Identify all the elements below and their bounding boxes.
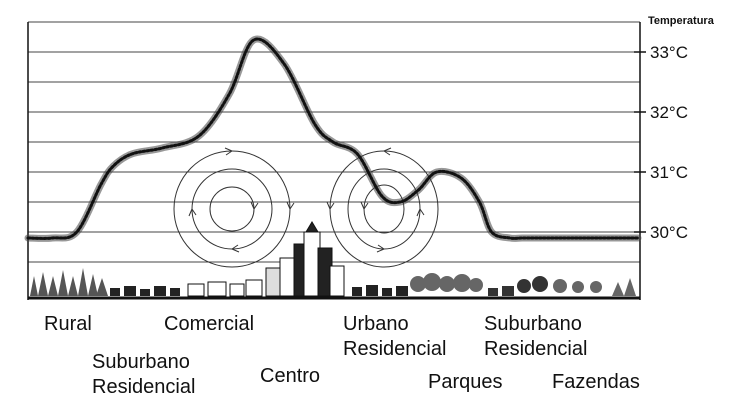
houses-suburb-left (110, 286, 180, 296)
downtown-buildings (265, 221, 345, 297)
trees-rural (30, 268, 108, 296)
trees-farms (553, 278, 636, 296)
zone-label-urbano: Urbano (343, 313, 409, 335)
zone-label-urbano-residencial: Urbano Residencial (343, 313, 446, 360)
temperature-curve-shadow (24, 35, 642, 242)
zone-label-centro: Centro (260, 365, 320, 387)
y-axis-ticks: 33°C 32°C 31°C 30°C (634, 43, 688, 242)
y-axis-title: Temperatura (648, 15, 715, 27)
commercial-buildings (187, 279, 263, 297)
y-tick-label: 30°C (650, 223, 688, 242)
y-tick-label: 33°C (650, 43, 688, 62)
zone-label-fazendas: Fazendas (552, 371, 640, 393)
convection-arrows-left (173, 147, 295, 268)
houses-suburb-right (488, 276, 548, 296)
zone-label-suburbano-residencial-1: Suburbano Residencial (92, 351, 195, 398)
trees-parks (410, 273, 483, 292)
zone-label-suburbano-1: Suburbano (92, 351, 190, 373)
zone-label-rural: Rural (44, 313, 92, 335)
y-tick-label: 32°C (650, 103, 688, 122)
zone-label-comercial: Comercial (164, 313, 254, 335)
skyline (30, 221, 636, 297)
zone-labels: Rural Suburbano Residencial Comercial Ce… (44, 313, 640, 398)
zone-label-parques: Parques (428, 371, 503, 393)
zone-label-suburbano-2: Suburbano (484, 313, 582, 335)
y-tick-label: 31°C (650, 163, 688, 182)
zone-label-residencial-1: Residencial (92, 376, 195, 398)
temperature-curve (26, 37, 640, 240)
zone-label-suburbano-residencial-2: Suburbano Residencial (484, 313, 587, 360)
zone-label-residencial-2: Residencial (343, 338, 446, 360)
zone-label-residencial-3: Residencial (484, 338, 587, 360)
convection-arrows-right (326, 147, 439, 268)
houses-urban-residential (352, 285, 408, 296)
